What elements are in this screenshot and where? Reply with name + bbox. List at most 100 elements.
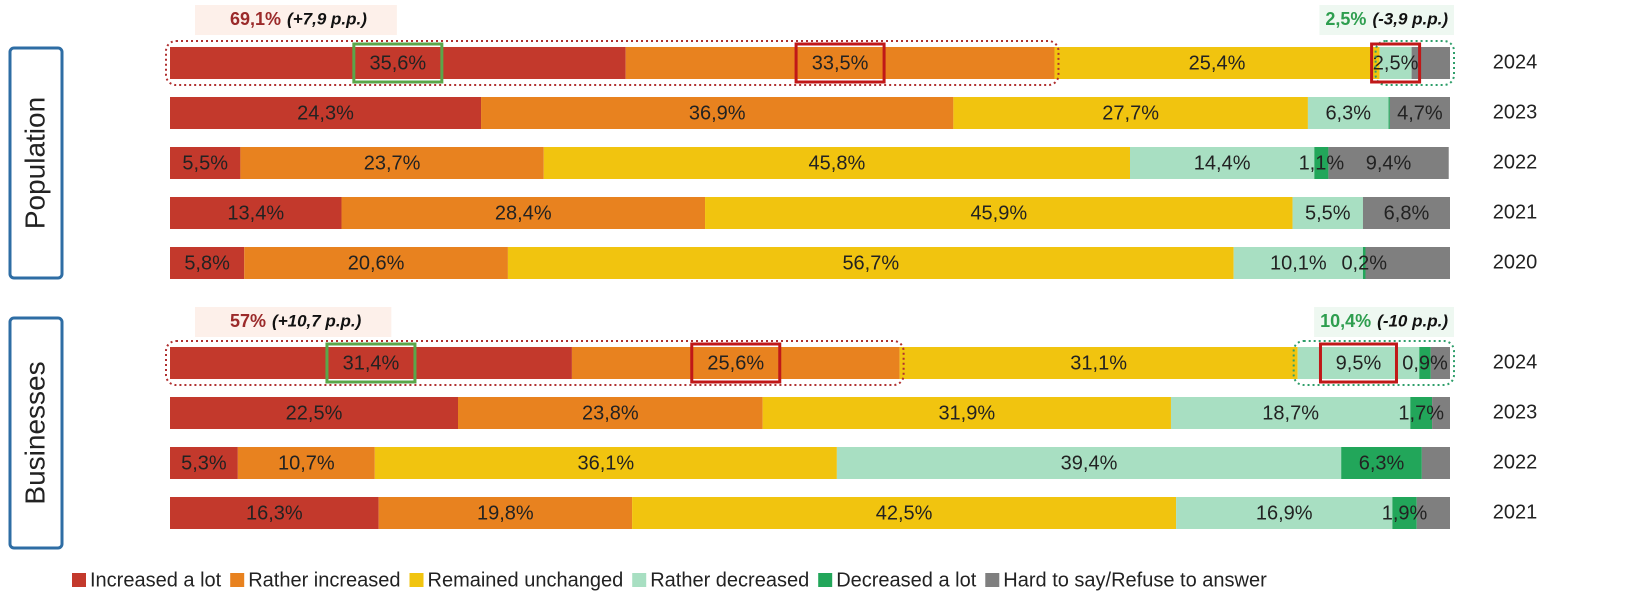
annotation: 57% (+10,7 p.p.) [195,307,392,337]
annotation-bg [1314,307,1454,337]
year-label: 2024 [1493,51,1538,73]
annotation-value: 10,4% [1320,311,1371,331]
year-label: 2023 [1493,101,1538,123]
bar-segment [1130,147,1315,179]
highlight-box [794,42,886,84]
bar-segment [1233,247,1363,279]
bar-segment [458,397,763,429]
value-label: 1,1% [1299,152,1345,174]
year-label: 2024 [1493,351,1538,373]
value-label: 10,7% [278,452,335,474]
value-label: 23,7% [364,152,421,174]
bar-segment [899,347,1298,379]
annotation-detail: (-3,9 p.p.) [1372,9,1448,28]
legend-label: Increased a lot [90,569,222,591]
legend-swatch [818,573,833,587]
value-label: 33,5% [812,52,869,74]
highlight-group [1374,40,1455,86]
value-label: 16,3% [246,502,303,524]
bar-segment [1297,347,1420,379]
bar-segment [1314,147,1329,179]
legend-label: Rather decreased [650,569,809,591]
annotation-value: 69,1% [230,9,281,29]
bar-segment [1421,447,1450,479]
value-label: 31,9% [938,402,995,424]
bar-segment [1416,497,1450,529]
bar-segment [374,447,837,479]
bar-segment [170,47,626,79]
value-label: 4,7% [1397,102,1443,124]
bar-segment [1432,397,1450,429]
value-label: 27,7% [1102,102,1159,124]
annotation-detail: (+7,9 p.p.) [287,9,367,28]
value-label: 5,3% [181,452,227,474]
bar-segment [170,497,379,529]
value-label: 36,1% [577,452,634,474]
annotation-value: 57% [230,311,266,331]
value-label: 1,7% [1398,402,1444,424]
legend-label: Remained unchanged [428,569,624,591]
bar-segment [240,147,544,179]
value-label: 5,5% [182,152,228,174]
legend-label: Rather increased [248,569,400,591]
year-label: 2020 [1493,251,1538,273]
highlight-box [325,342,417,384]
bar-segment [378,497,633,529]
legend-swatch [632,573,647,587]
bar-segment [1292,197,1363,229]
annotation-bg [195,307,392,337]
bar-segment [1170,397,1411,429]
annotation-detail: (-10 p.p.) [1377,311,1448,330]
bar-segment [836,447,1342,479]
value-label: 6,8% [1384,202,1430,224]
value-label: 22,5% [286,402,343,424]
highlight-group [165,40,1060,86]
legend-label: Decreased a lot [836,569,977,591]
value-label: 36,9% [689,102,746,124]
annotation-bg [195,5,397,35]
bar-segment [1307,97,1389,129]
value-label: 16,9% [1256,502,1313,524]
value-label: 20,6% [348,252,405,274]
highlight-box [690,342,782,384]
bar-segment [1362,247,1366,279]
value-label: 45,9% [970,202,1027,224]
annotation: 69,1% (+7,9 p.p.) [195,5,397,35]
annotation-value: 2,5% [1325,9,1366,29]
legend-swatch [72,573,86,587]
bar-segment [1054,47,1380,79]
year-label: 2021 [1493,201,1538,223]
value-label: 35,6% [369,52,426,74]
bar-segment [1389,97,1450,129]
bar-segment [1341,447,1422,479]
value-label: 5,8% [184,252,230,274]
value-label: 9,5% [1336,352,1382,374]
bar-segment [170,247,245,279]
value-label: 45,8% [809,152,866,174]
year-label: 2022 [1493,451,1538,473]
bar-segment [237,447,375,479]
bar-segment [1419,347,1431,379]
bar-segment [1410,397,1433,429]
value-label: 24,3% [297,102,354,124]
value-label: 13,4% [227,202,284,224]
value-label: 10,1% [1270,252,1327,274]
bar-segment [1379,47,1412,79]
group-label: Population [19,97,50,229]
annotation: 2,5% (-3,9 p.p.) [1319,5,1454,35]
value-label: 28,4% [495,202,552,224]
bar-segment [1430,347,1450,379]
bar-segment [170,147,241,179]
value-label: 5,5% [1305,202,1351,224]
highlight-group [1292,340,1456,386]
bar-segment [705,197,1293,229]
bar-segment [1176,497,1393,529]
value-label: 25,4% [1189,52,1246,74]
highlight-box [1370,42,1422,84]
legend-swatch [409,573,424,587]
bar-segment [170,397,458,429]
group-box [8,46,64,280]
value-label: 56,7% [842,252,899,274]
value-label: 0,9% [1402,352,1448,374]
